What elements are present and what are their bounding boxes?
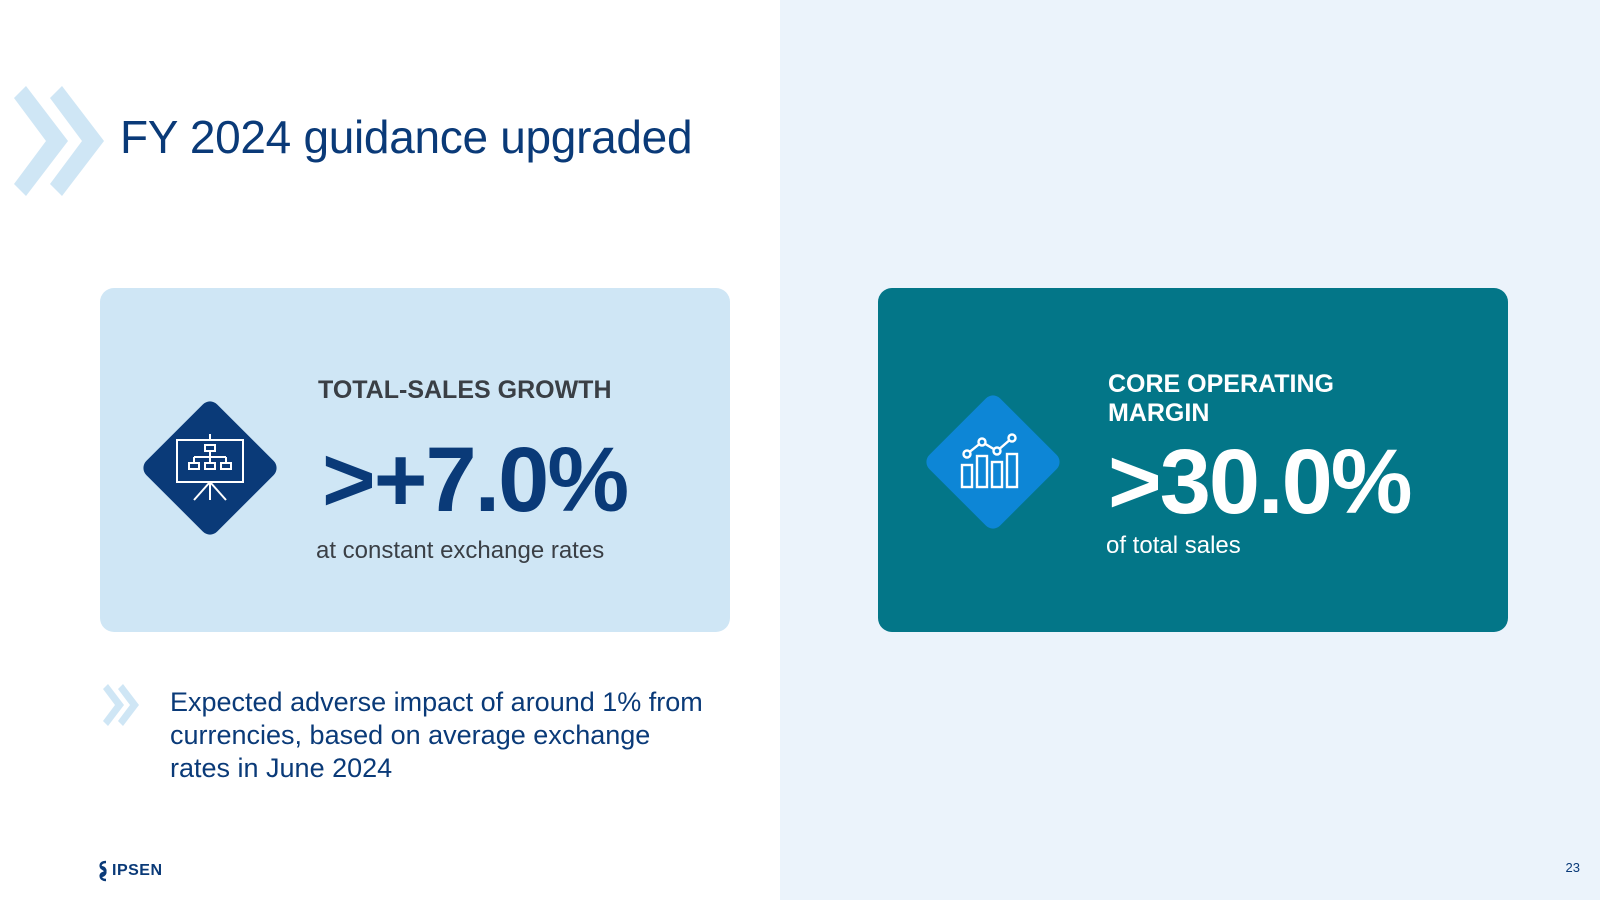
- core-operating-subtext: of total sales: [1106, 532, 1241, 559]
- title-chevrons-icon: [14, 86, 104, 196]
- core-operating-value: >30.0%: [1108, 431, 1413, 533]
- core-operating-label: CORE OPERATING MARGIN: [1108, 370, 1334, 427]
- logo-text: IPSEN: [112, 862, 163, 879]
- ipsen-logo: IPSEN: [96, 860, 163, 882]
- org-chart-presentation-icon: [143, 401, 277, 535]
- total-sales-value: >+7.0%: [322, 429, 629, 531]
- ipsen-logo-mark-icon: [99, 860, 107, 882]
- currency-impact-note: Expected adverse impact of around 1% fro…: [170, 687, 703, 783]
- bar-line-chart-icon: [926, 395, 1060, 529]
- double-chevron-bullet-icon: [103, 684, 139, 726]
- total-sales-label: TOTAL-SALES GROWTH: [318, 376, 612, 404]
- page-number: 23: [1565, 860, 1580, 875]
- slide-title: FY 2024 guidance upgraded: [120, 111, 693, 163]
- total-sales-subtext: at constant exchange rates: [316, 537, 605, 564]
